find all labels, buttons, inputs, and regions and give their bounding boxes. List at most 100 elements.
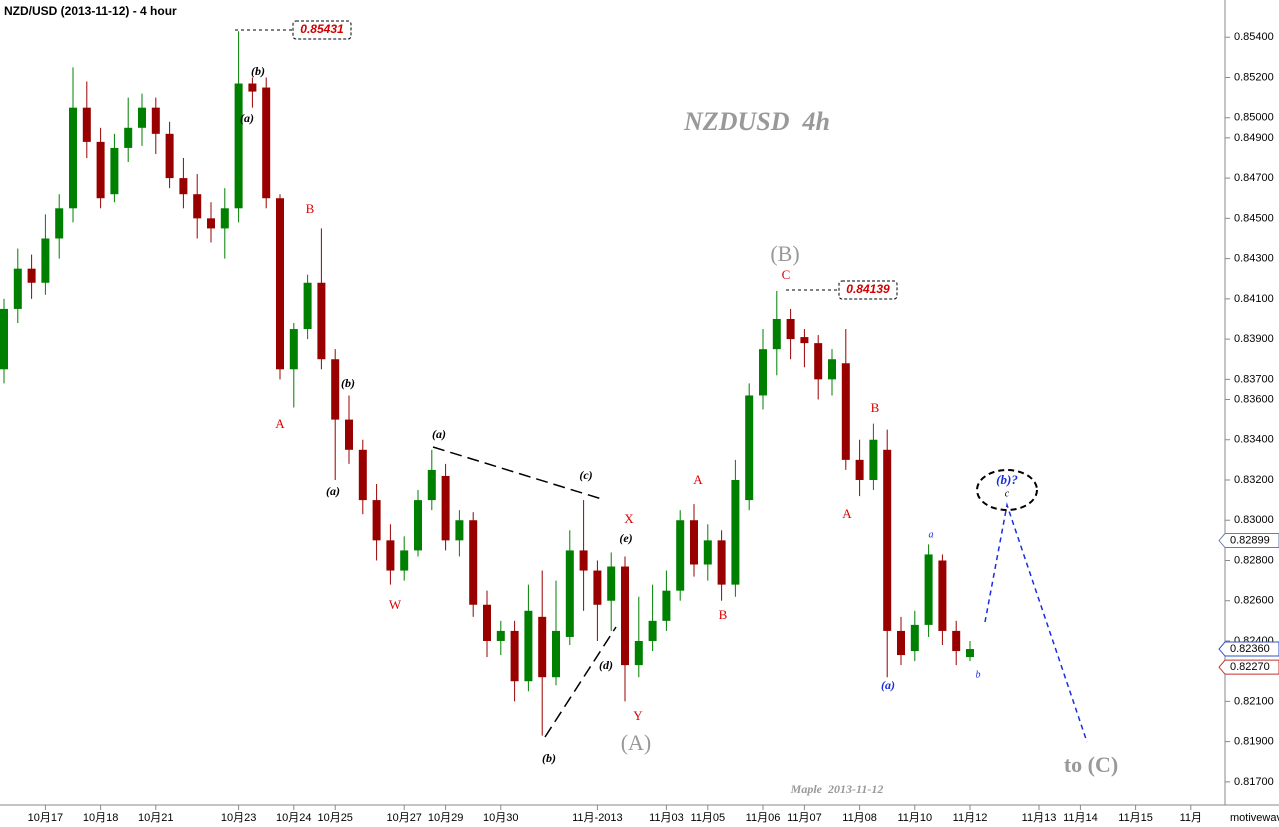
- candle-body: [621, 566, 629, 666]
- x-tick-label: 11月-2013: [572, 812, 623, 824]
- wave-label: (a): [326, 484, 340, 498]
- candle-body: [386, 540, 395, 571]
- wave-label: B: [306, 201, 315, 216]
- candle-body: [524, 610, 533, 682]
- candle-body: [400, 550, 409, 571]
- wave-label: (d): [599, 658, 613, 672]
- candle-body: [634, 640, 643, 666]
- x-tick-label: 10月25: [317, 812, 352, 824]
- y-tick-label: 0.82600: [1234, 595, 1274, 607]
- y-tick-label: 0.84500: [1234, 212, 1274, 224]
- candle-body: [414, 500, 422, 551]
- x-tick-label: 11月03: [649, 812, 684, 824]
- price-tag-label: 0.82270: [1230, 661, 1270, 673]
- price-tag-label: 0.82360: [1230, 643, 1270, 655]
- x-tick-label: 11月13: [1022, 812, 1057, 824]
- wave-label: to (C): [1064, 752, 1118, 777]
- candle-body: [289, 329, 298, 370]
- candle-body: [358, 449, 367, 501]
- y-tick-label: 0.83700: [1234, 373, 1274, 385]
- y-tick-label: 0.85400: [1234, 31, 1274, 43]
- y-tick-label: 0.83900: [1234, 333, 1274, 345]
- candle-body: [966, 649, 974, 658]
- y-tick-label: 0.83400: [1234, 434, 1274, 446]
- candle-body: [27, 268, 36, 283]
- candle-body: [69, 107, 77, 209]
- y-tick-label: 0.84100: [1234, 293, 1274, 305]
- callout-label: 0.85431: [300, 22, 344, 36]
- plot-area: [0, 0, 1225, 805]
- wave-label: W: [389, 597, 402, 612]
- wave-label: (b): [341, 376, 355, 390]
- x-tick-label: 10月30: [483, 812, 518, 824]
- candle-body: [179, 178, 188, 195]
- x-tick-label: 11月05: [690, 812, 725, 824]
- candle-body: [220, 208, 229, 229]
- candle-body: [207, 218, 215, 229]
- candle-body: [883, 449, 892, 631]
- y-tick-label: 0.85000: [1234, 112, 1274, 124]
- candle-body: [469, 520, 478, 605]
- candle-body: [800, 337, 809, 344]
- candle-body: [552, 630, 560, 678]
- candle-body: [607, 566, 616, 601]
- x-tick-label: 11月06: [746, 812, 781, 824]
- candle-body: [538, 616, 547, 678]
- y-tick-label: 0.84900: [1234, 132, 1274, 144]
- candle-body: [345, 419, 353, 450]
- x-tick-label: 11月08: [842, 812, 877, 824]
- wave-lines: [235, 29, 1088, 743]
- x-tick-label: 11月14: [1063, 812, 1098, 824]
- x-tick-label: 10月29: [428, 812, 463, 824]
- candle-body: [165, 133, 174, 179]
- candle-body: [96, 141, 105, 199]
- y-tick-label: 0.82800: [1234, 554, 1274, 566]
- y-tick-label: 0.83600: [1234, 393, 1274, 405]
- candle-body: [924, 554, 933, 625]
- candle-body: [317, 282, 326, 360]
- candle-body: [662, 590, 671, 621]
- y-tick-label: 0.83200: [1234, 474, 1274, 486]
- candle-body: [593, 570, 602, 605]
- wave-label: (b)?: [996, 472, 1018, 487]
- wave-label: C: [782, 267, 791, 282]
- wave-label: B: [871, 400, 880, 415]
- candle-body: [0, 308, 8, 370]
- wave-label: (e): [619, 531, 632, 545]
- wave-label: (A): [621, 730, 652, 755]
- candle-body: [510, 630, 519, 682]
- x-tick-label: 10月18: [83, 812, 118, 824]
- x-tick-label: 10月21: [138, 812, 173, 824]
- candle-body: [745, 395, 754, 501]
- candle-body: [124, 127, 133, 148]
- candle-body: [55, 208, 64, 239]
- candle-body: [676, 520, 685, 591]
- candle-body: [869, 439, 878, 480]
- candle-body: [841, 363, 850, 460]
- candle-body: [13, 268, 22, 309]
- candle-body: [138, 107, 146, 128]
- x-tick-label: 10月27: [386, 812, 421, 824]
- wave-label: B: [719, 607, 728, 622]
- price-tag: [1218, 659, 1279, 675]
- y-tick-label: 0.81900: [1234, 736, 1274, 748]
- wave-label: (a): [240, 111, 254, 125]
- candle-body: [731, 479, 740, 585]
- wave-label: X: [624, 511, 634, 526]
- candle-body: [441, 475, 450, 541]
- y-tick-label: 0.82100: [1234, 695, 1274, 707]
- candle-body: [234, 83, 243, 209]
- x-tick-label: 10月23: [221, 812, 256, 824]
- y-tick-label: 0.81700: [1234, 776, 1274, 788]
- candle-body: [427, 469, 436, 501]
- candle-body: [690, 520, 698, 565]
- candle-body: [772, 318, 781, 350]
- wave-label: (b): [542, 751, 556, 765]
- x-tick-label: 11月10: [897, 812, 932, 824]
- x-tick-label: 11月: [1180, 812, 1202, 824]
- x-tick-label: 10月17: [28, 812, 63, 824]
- candle-body: [110, 147, 119, 195]
- candle-body: [938, 560, 947, 631]
- candle-body: [828, 359, 836, 380]
- price-tag: [1218, 533, 1279, 549]
